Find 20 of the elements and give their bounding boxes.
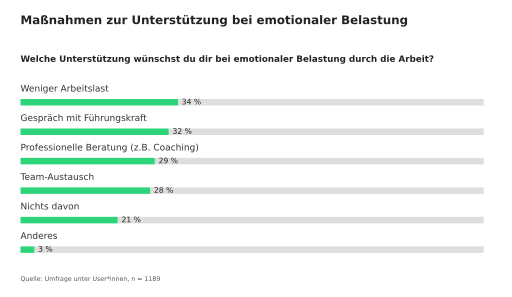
bar [20,128,169,135]
bar [150,187,484,194]
bar [20,158,155,164]
y-tick-label: Team-Austausch [20,173,94,180]
y-tick-label: Weniger Arbeitslast [20,84,109,94]
bar [20,99,178,106]
bar [34,246,484,253]
bar [20,187,150,194]
bar [178,99,484,106]
y-tick-label: Professionelle Beratung (z.B. Coaching) [21,144,198,152]
y-tick-label: Nichts davon [21,202,79,210]
chart-subtitle: Welche Unterstützung wünschst du dir bei emotionaler Belastung durch die Arbeit? [20,55,434,64]
bar [154,158,484,164]
bar [20,216,118,224]
y-tick-label: Gespräch mit Führungskraft [20,114,147,123]
y-tick-label: Anderes [20,232,57,239]
chart-title: Maßnahmen zur Unterstützung bei emotionaler Belastung [22,14,408,27]
bar [20,246,34,253]
bar [118,216,484,224]
bar [168,128,484,135]
